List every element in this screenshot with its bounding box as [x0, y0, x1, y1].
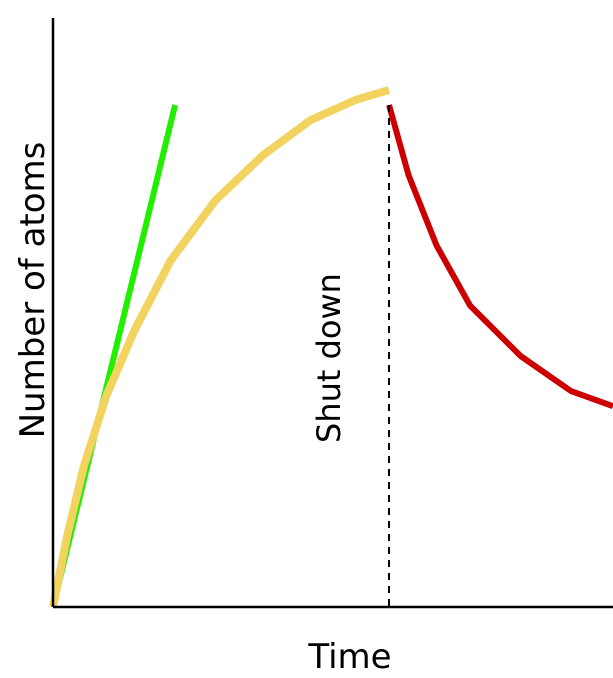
series-line-3 — [386, 104, 613, 410]
y-axis-label: Number of atoms — [13, 142, 53, 439]
x-axis-label: Time — [307, 637, 391, 677]
series-layer — [49, 86, 613, 608]
series-line-2 — [49, 86, 391, 608]
shutdown-label: Shut down — [310, 273, 348, 443]
